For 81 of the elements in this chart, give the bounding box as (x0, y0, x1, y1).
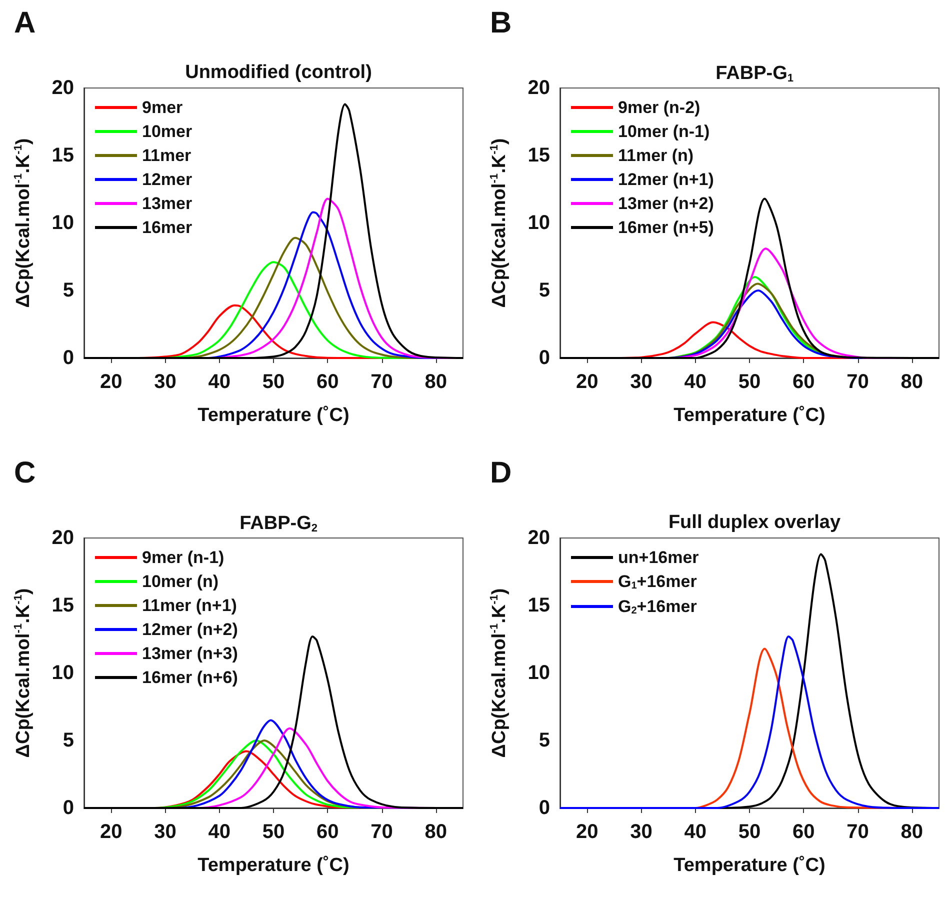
x-tick-label: 20 (100, 371, 122, 393)
legend-label: 9mer (n-2) (618, 98, 700, 117)
legend-label: un+16mer (618, 548, 700, 567)
x-tick-label: 20 (576, 821, 598, 843)
text: D (490, 456, 512, 490)
y-tick-label: 10 (528, 212, 550, 234)
legend-label: 12mer (n+1) (618, 170, 714, 189)
y-tick-label: 0 (62, 347, 74, 369)
chart-title: Unmodified (control) (185, 62, 372, 83)
x-axis-title: Temperature (˚C) (198, 405, 350, 426)
y-tick-label: 20 (528, 527, 550, 549)
x-tick-label: 60 (792, 821, 815, 843)
y-tick-label: 10 (528, 662, 550, 684)
x-tick-label: 70 (846, 371, 869, 393)
y-tick-label: 20 (528, 77, 550, 99)
y-tick-label: 5 (538, 730, 550, 752)
x-tick-label: 70 (370, 821, 393, 843)
chart-title: Full duplex overlay (668, 512, 841, 533)
x-tick-label: 70 (370, 371, 393, 393)
y-tick-label: 15 (528, 594, 550, 616)
legend-label: 10mer (n-1) (618, 122, 710, 141)
x-tick-label: 30 (630, 821, 652, 843)
y-tick-label: 15 (528, 144, 550, 166)
legend-label: 11mer (142, 146, 192, 165)
x-tick-label: 80 (900, 821, 924, 843)
x-tick-label: 40 (684, 821, 706, 843)
legend-label: 13mer (142, 194, 192, 213)
legend-label: 11mer (n+1) (142, 596, 237, 615)
text: C (14, 456, 36, 490)
y-tick-label: 10 (52, 662, 74, 684)
y-axis-title: ΔCp(Kcal.mol-1.K-1) (12, 588, 34, 758)
x-tick-label: 70 (846, 821, 869, 843)
x-axis-title: Temperature (˚C) (674, 405, 826, 426)
x-tick-label: 30 (154, 371, 176, 393)
x-tick-label: 80 (424, 821, 448, 843)
x-tick-label: 50 (262, 371, 285, 393)
text: A (14, 6, 36, 40)
x-tick-label: 20 (100, 821, 122, 843)
x-tick-label: 40 (208, 821, 230, 843)
x-tick-label: 50 (262, 821, 285, 843)
y-tick-label: 0 (538, 797, 550, 819)
x-tick-label: 50 (738, 821, 761, 843)
legend-label: 16mer (n+6) (142, 668, 238, 687)
legend-label: 10mer (n) (142, 572, 219, 591)
x-axis-title: Temperature (˚C) (198, 855, 350, 876)
x-tick-label: 60 (316, 371, 339, 393)
y-tick-label: 5 (62, 280, 74, 302)
x-tick-label: 80 (424, 371, 448, 393)
x-tick-label: 40 (684, 371, 706, 393)
legend-label: 12mer (n+2) (142, 620, 238, 639)
x-tick-label: 80 (900, 371, 924, 393)
x-tick-label: 30 (630, 371, 652, 393)
x-axis-title: Temperature (˚C) (674, 855, 826, 876)
y-axis-title: ΔCp(Kcal.mol-1.K-1) (12, 138, 34, 308)
x-tick-label: 40 (208, 371, 230, 393)
x-tick-label: 30 (154, 821, 176, 843)
y-tick-label: 5 (62, 730, 74, 752)
y-tick-label: 15 (52, 144, 74, 166)
y-tick-label: 15 (52, 594, 74, 616)
y-tick-label: 20 (52, 77, 74, 99)
legend-label: 9mer (n-1) (142, 548, 224, 567)
text: B (490, 6, 512, 40)
legend-label: 12mer (142, 170, 192, 189)
legend-label: 10mer (142, 122, 192, 141)
legend-label: 9mer (142, 98, 184, 117)
y-tick-label: 20 (52, 527, 74, 549)
legend-label: 13mer (n+2) (618, 194, 714, 213)
y-tick-label: 0 (62, 797, 74, 819)
y-axis-title: ΔCp(Kcal.mol-1.K-1) (488, 588, 510, 758)
legend-label: 13mer (n+3) (142, 644, 238, 663)
x-tick-label: 20 (576, 371, 598, 393)
x-tick-label: 50 (738, 371, 761, 393)
legend-label: 11mer (n) (618, 146, 694, 165)
x-tick-label: 60 (792, 371, 815, 393)
y-tick-label: 10 (52, 212, 74, 234)
y-tick-label: 5 (538, 280, 550, 302)
y-axis-title: ΔCp(Kcal.mol-1.K-1) (488, 138, 510, 308)
x-tick-label: 60 (316, 821, 339, 843)
y-tick-label: 0 (538, 347, 550, 369)
legend-label: 16mer (142, 218, 192, 237)
legend-label: 16mer (n+5) (618, 218, 714, 237)
